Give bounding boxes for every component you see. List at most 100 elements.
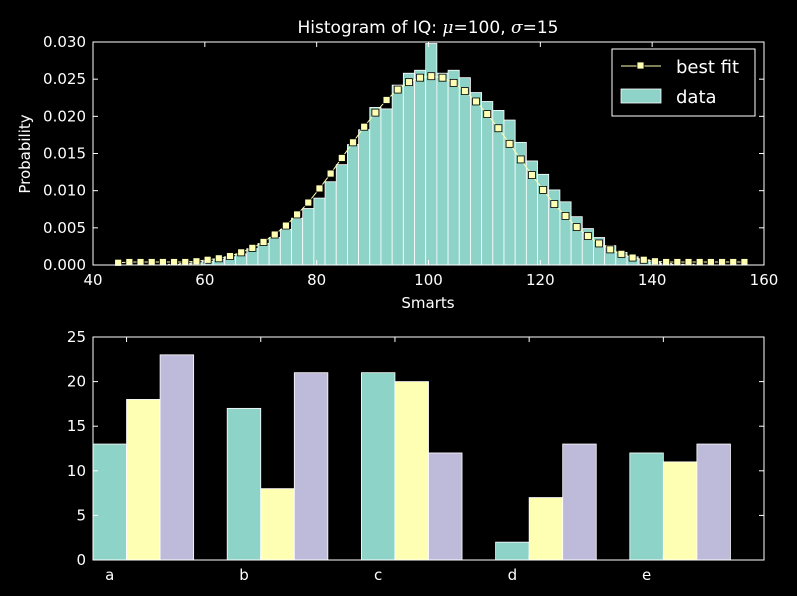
best-fit-marker	[706, 258, 715, 266]
histogram-x-ticks: 40 60 80 100 120 140 160	[83, 42, 778, 289]
histogram-y-ticks: 0.000 0.005 0.010 0.015 0.020 0.025 0.030	[43, 33, 764, 274]
best-fit-marker	[528, 171, 536, 179]
histogram-y-tick-label: 0.020	[43, 107, 86, 125]
best-fit-marker	[427, 72, 436, 81]
grouped-x-tick-label: a	[105, 566, 114, 584]
best-fit-marker	[416, 73, 425, 82]
histogram-bar	[458, 77, 471, 266]
best-fit-marker	[226, 252, 234, 260]
best-fit-marker	[729, 258, 738, 266]
grouped-bar	[629, 452, 664, 561]
best-fit-marker	[460, 87, 469, 95]
best-fit-marker	[237, 248, 246, 257]
legend-frame	[611, 48, 756, 117]
legend-data-label: data	[676, 87, 717, 108]
best-fit-marker	[147, 258, 156, 266]
best-fit-marker	[158, 258, 167, 266]
grouped-bar	[528, 497, 564, 561]
grouped-bar	[260, 488, 295, 561]
grouped-bar	[394, 381, 429, 561]
histogram-bar	[402, 72, 415, 266]
best-fit-marker	[684, 258, 693, 266]
best-fit-marker	[673, 258, 682, 266]
grouped-y-tick-label: 10	[67, 462, 86, 480]
best-fit-marker	[337, 154, 346, 162]
grouped-bars	[92, 354, 731, 561]
best-fit-marker	[192, 257, 201, 266]
best-fit-marker	[595, 239, 603, 248]
histogram-title-mu-value: =100	[453, 18, 500, 38]
grouped-x-tick-label: b	[239, 566, 249, 584]
grouped-plot-frame	[92, 336, 765, 561]
best-fit-marker	[371, 108, 380, 117]
histogram-bar	[358, 129, 371, 266]
best-fit-marker	[214, 254, 223, 263]
grouped-y-tick-label: 5	[76, 506, 86, 524]
legend-bar-swatch	[620, 88, 662, 104]
best-fit-marker	[181, 258, 190, 266]
grouped-y-tick-label: 20	[67, 373, 86, 391]
histogram-bar	[268, 237, 281, 266]
grouped-x-tick-label: e	[642, 566, 651, 584]
histogram-bar	[335, 164, 348, 266]
best-fit-marker	[315, 184, 324, 193]
best-fit-marker	[136, 258, 145, 266]
grouped-x-tick-label: d	[508, 566, 518, 584]
best-fit-marker	[617, 249, 626, 258]
best-fit-marker	[393, 85, 402, 94]
grouped-bar	[159, 354, 195, 561]
best-fit-marker	[270, 230, 279, 239]
best-fit-marker	[606, 245, 615, 254]
histogram-bar	[324, 181, 337, 266]
legend-marker-swatch	[636, 61, 645, 70]
histogram-title-sigma: σ	[511, 18, 523, 38]
histogram-x-tick-label: 100	[414, 271, 443, 289]
best-fit-marker	[472, 97, 480, 106]
grouped-bar	[360, 372, 396, 561]
best-fit-marker	[304, 198, 313, 207]
histogram-bar	[380, 108, 393, 266]
histogram-bar	[369, 107, 382, 266]
grouped-y-ticks: 0 5 10 15 20 25	[67, 328, 764, 569]
best-fit-marker	[382, 96, 391, 104]
grouped-bar	[696, 443, 731, 561]
histogram-x-tick-label: 60	[195, 271, 214, 289]
histogram-title-sigma-value: =15	[523, 18, 559, 38]
best-fit-marker	[203, 255, 212, 264]
histogram-bars	[168, 43, 695, 266]
best-fit-marker	[170, 258, 178, 266]
best-fit-marker	[539, 186, 548, 194]
grouped-bar	[293, 372, 329, 561]
best-fit-marker	[550, 200, 559, 208]
best-fit-marker	[349, 138, 357, 147]
best-fit-marker	[259, 238, 268, 246]
histogram-bar	[414, 69, 427, 266]
grouped-x-tick-label: c	[374, 566, 382, 584]
best-fit-marker	[740, 258, 749, 266]
best-fit-marker	[505, 139, 514, 148]
histogram-x-tick-label: 80	[307, 271, 326, 289]
histogram-x-tick-label: 40	[83, 271, 102, 289]
histogram-chart: Histogram of IQ: μ=100, σ=15 40 60 80 100 12…	[16, 18, 778, 312]
best-fit-marker	[438, 73, 447, 82]
best-fit-marker	[360, 122, 369, 131]
histogram-title: Histogram of IQ: μ=100, σ=15	[298, 18, 559, 38]
best-fit-marker	[282, 221, 290, 230]
histogram-bar	[391, 84, 404, 266]
best-fit-marker	[449, 78, 458, 87]
histogram-x-tick-label: 120	[526, 271, 555, 289]
best-fit-line	[114, 72, 749, 267]
histogram-x-tick-label: 140	[638, 271, 667, 289]
histogram-bar	[470, 92, 483, 266]
best-fit-marker	[639, 255, 648, 264]
best-fit-marker	[516, 155, 525, 164]
best-fit-marker	[572, 223, 581, 231]
histogram-bar	[279, 228, 292, 266]
histogram-x-axis-label: Smarts	[401, 294, 454, 312]
histogram-bar	[313, 197, 326, 266]
grouped-bar	[428, 452, 463, 561]
legend: best fit data	[611, 48, 756, 117]
histogram-title-text: Histogram of IQ:	[298, 18, 443, 38]
grouped-bar	[92, 443, 127, 561]
